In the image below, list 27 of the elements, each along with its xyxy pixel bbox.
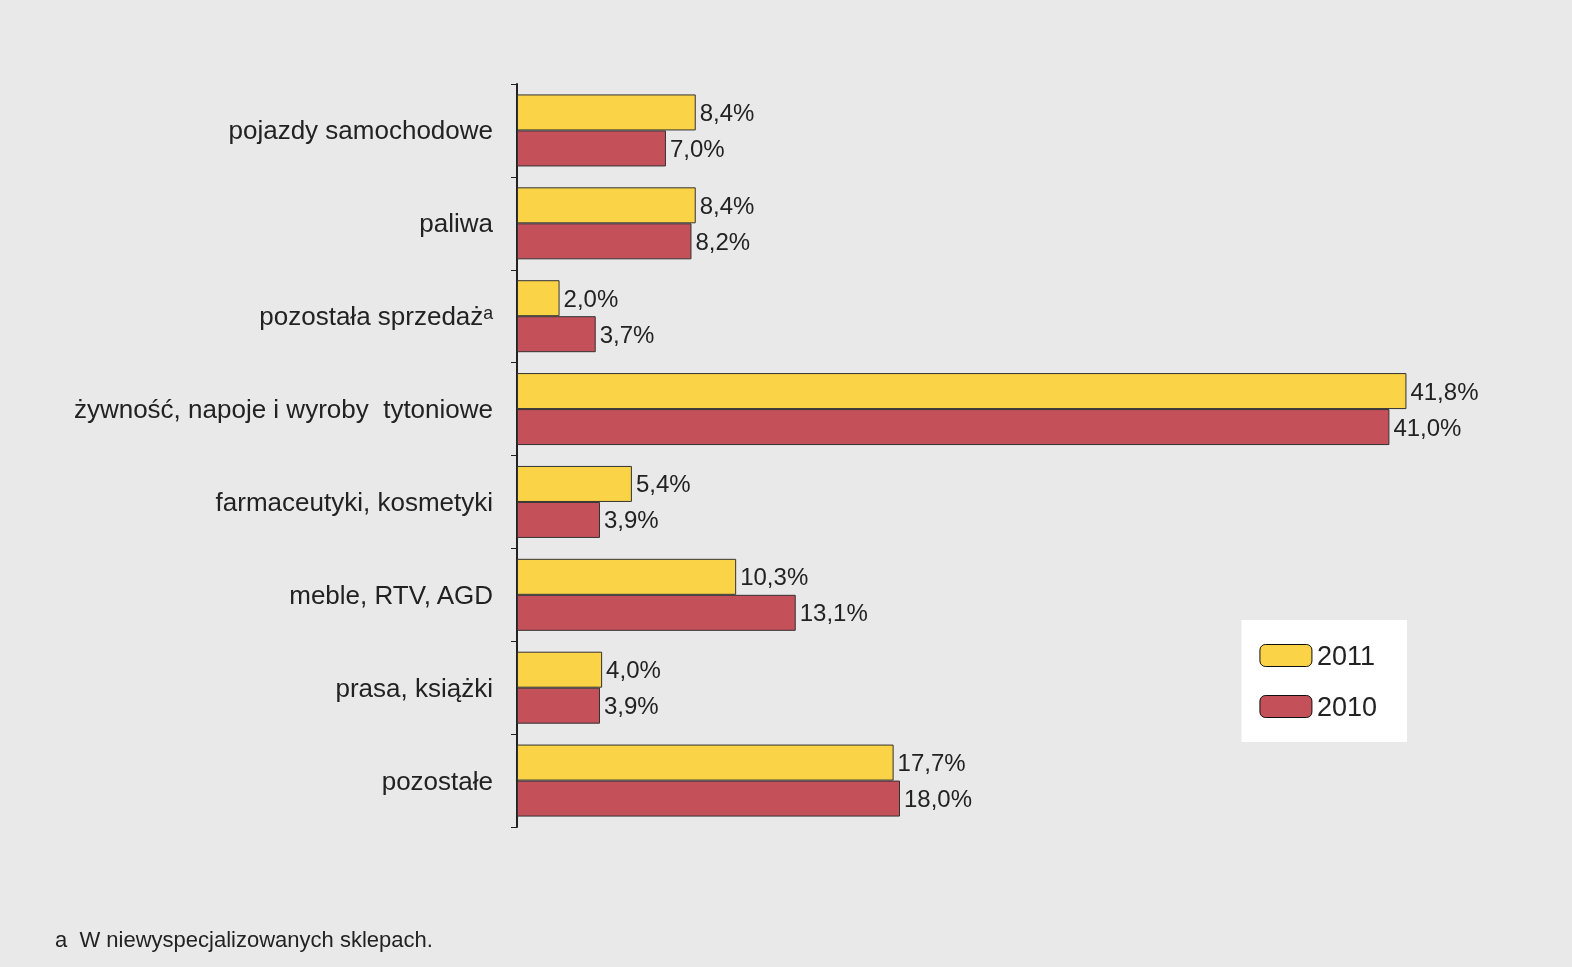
y-tick-label: meble, RTV, AGD	[289, 579, 493, 610]
y-tick-label: pojazdy samochodowe	[228, 115, 493, 146]
data-label: 5,4%	[635, 470, 691, 498]
data-label: 13,1%	[799, 599, 868, 627]
y-tick-label: pozostała sprzedażᵃ	[259, 301, 494, 332]
data-label: 10,3%	[740, 563, 809, 591]
legend-label: 2010	[1316, 691, 1378, 722]
data-label: 18,0%	[904, 785, 973, 813]
data-label: 3,9%	[603, 692, 659, 720]
data-label: 7,0%	[669, 134, 725, 162]
data-label: 8,4%	[699, 191, 755, 219]
text: a W niewyspecjalizowanych sklepach.	[55, 926, 433, 952]
data-label: 8,4%	[699, 98, 755, 126]
data-label: 17,7%	[897, 749, 966, 777]
data-label: 2,0%	[563, 284, 619, 312]
data-label: 41,0%	[1393, 413, 1462, 441]
data-label: 41,8%	[1410, 377, 1479, 405]
data-label: 4,0%	[606, 656, 661, 684]
y-tick-label: prasa, książki	[335, 672, 493, 703]
data-label: 3,7%	[599, 320, 655, 348]
y-tick-label: paliwa	[419, 208, 494, 239]
y-tick-label: żywność, napoje i wyroby tytoniowe	[73, 394, 493, 425]
legend-label: 2011	[1316, 640, 1375, 671]
data-label: 3,9%	[603, 506, 659, 534]
y-tick-label: pozostałe	[381, 765, 493, 796]
data-label: 8,2%	[695, 227, 751, 255]
y-tick-label: farmaceutyki, kosmetyki	[215, 486, 493, 517]
